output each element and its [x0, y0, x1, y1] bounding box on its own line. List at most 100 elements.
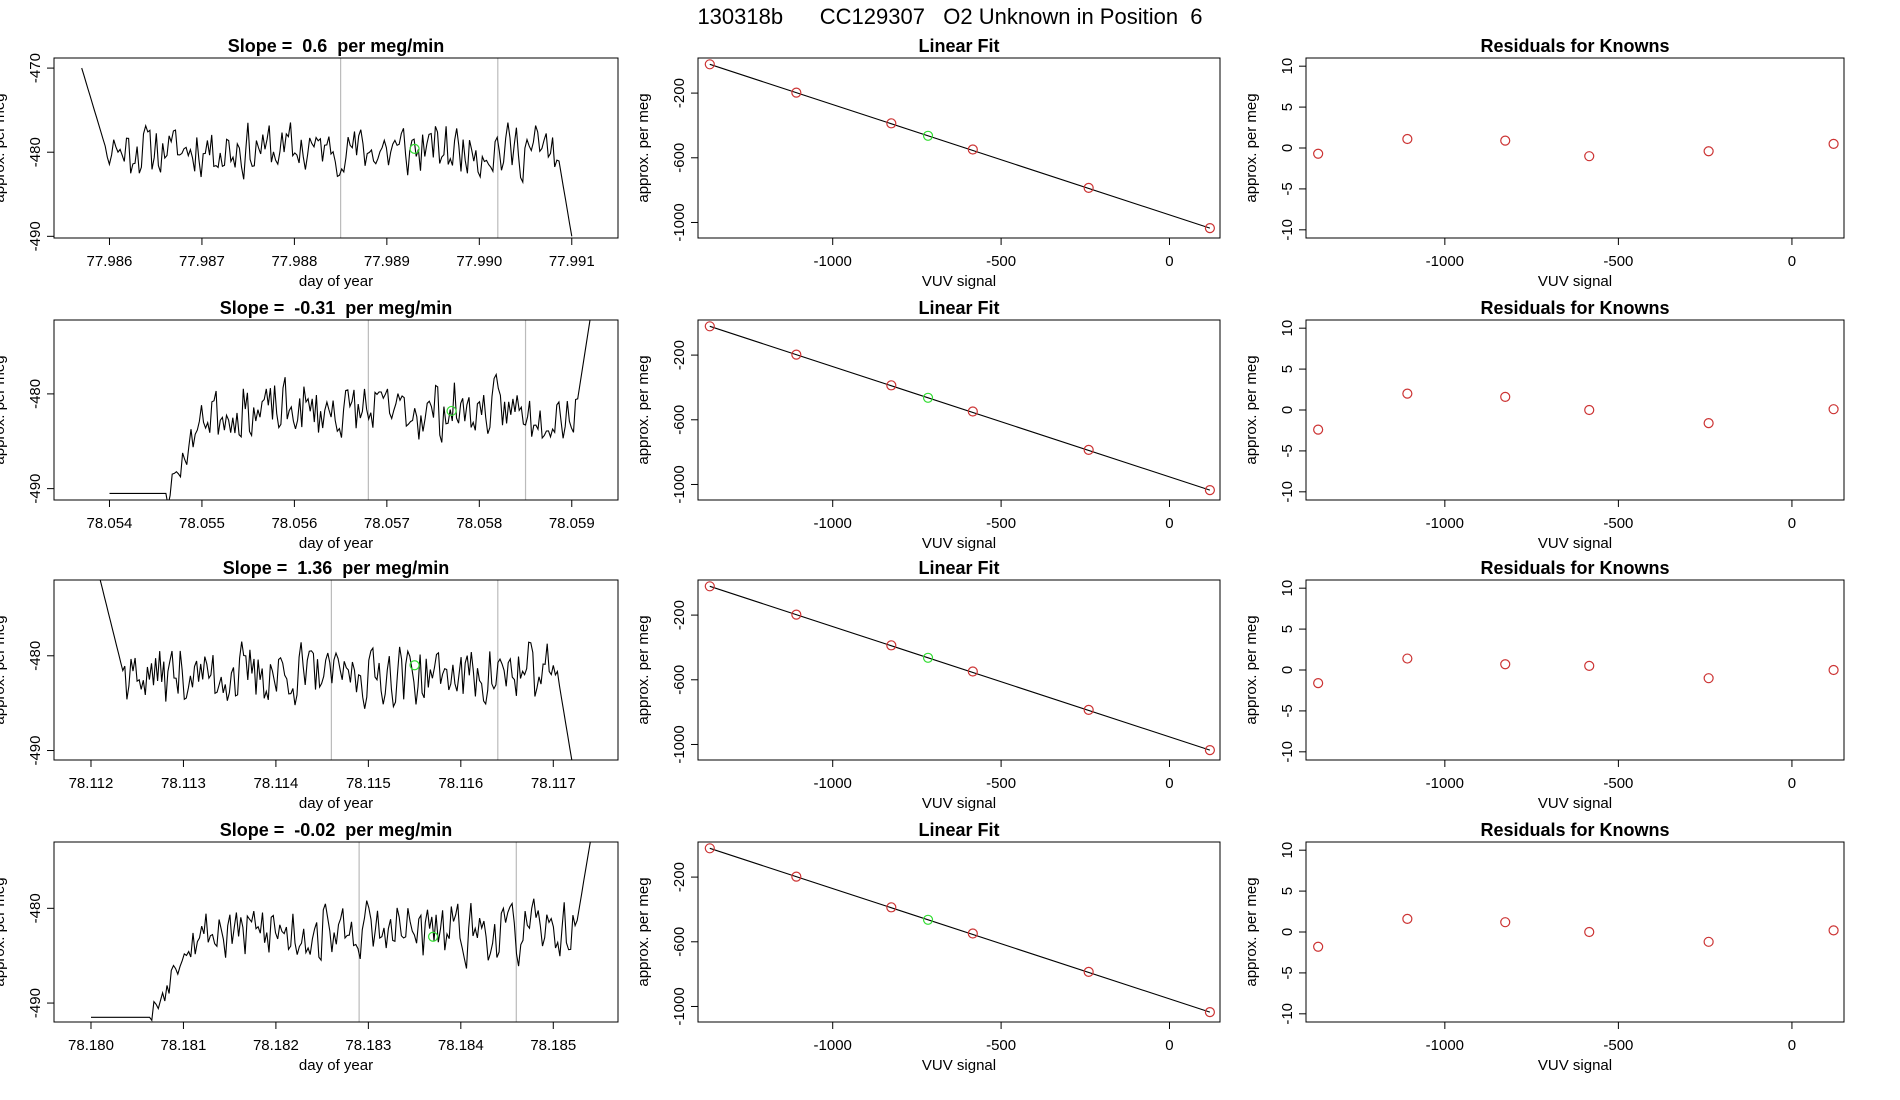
x-tick-label: -500: [986, 253, 1016, 270]
x-tick-label: 78.059: [549, 515, 595, 532]
y-tick-label: -10: [1279, 741, 1296, 763]
known-standard-point: [704, 581, 715, 592]
y-tick-label: -1000: [671, 465, 688, 503]
y-tick-label: -5: [1279, 182, 1296, 195]
x-tick-label: -500: [986, 1037, 1016, 1054]
known-standard-point: [704, 843, 715, 854]
x-axis-label: VUV signal: [922, 273, 996, 290]
fit-line: [709, 325, 1211, 491]
x-tick-label: 78.115: [346, 775, 391, 792]
x-tick-label: 78.183: [345, 1037, 391, 1054]
panel-title: Linear Fit: [918, 820, 999, 840]
known-standard-point: [1204, 485, 1215, 496]
x-tick-label: -1000: [814, 1037, 852, 1054]
panel-timeseries-4: Slope = -0.02 per meg/min day of year appr…: [0, 820, 619, 1074]
panel-title: Residuals for Knowns: [1480, 36, 1669, 56]
panel-title: Slope = -0.31 per meg/min: [220, 298, 453, 318]
residual-point: [1402, 913, 1413, 925]
x-tick-label: 0: [1165, 775, 1173, 792]
x-axis-label: VUV signal: [1538, 1057, 1612, 1074]
y-tick-label: -200: [671, 600, 688, 630]
x-axis-label: day of year: [299, 273, 373, 290]
x-tick-label: 78.116: [438, 775, 483, 792]
residual-point: [1584, 404, 1595, 416]
x-tick-label: 78.180: [68, 1037, 114, 1054]
y-tick-label: -5: [1279, 444, 1296, 457]
y-tick-label: 0: [1279, 666, 1296, 674]
panel-linear-fit-1: Linear Fit VUV signal approx. per meg -1000…: [635, 36, 1221, 290]
y-tick-label: -1000: [671, 203, 688, 241]
y-tick-label: -600: [671, 665, 688, 695]
panel-title: Slope = 1.36 per meg/min: [223, 558, 450, 578]
residual-point: [1584, 926, 1595, 938]
plot-area: [704, 581, 1215, 756]
residual-point: [1703, 936, 1714, 947]
known-standard-point: [1204, 1007, 1215, 1018]
x-tick-label: 77.991: [549, 253, 595, 270]
data-trace-line: [91, 842, 591, 1022]
residual-point: [1584, 151, 1595, 162]
residual-point: [1402, 653, 1413, 664]
residual-point: [1402, 388, 1413, 399]
x-tick-label: 78.185: [530, 1037, 576, 1054]
x-axis-label: day of year: [299, 795, 373, 812]
known-standard-point: [967, 928, 978, 939]
y-tick-label: -5: [1279, 704, 1296, 717]
panel-residuals-2: Residuals for Knowns VUV signal approx. pe…: [1243, 298, 1845, 552]
residual-point: [1828, 925, 1839, 936]
x-tick-label: 77.987: [179, 253, 225, 270]
y-axis-label: approx. per meg: [1243, 615, 1260, 724]
y-tick-label: -10: [1279, 481, 1296, 503]
residual-point: [1703, 146, 1714, 157]
x-tick-label: -1000: [814, 253, 852, 270]
x-tick-label: -1000: [1426, 1037, 1464, 1054]
residual-point: [1500, 659, 1511, 670]
data-trace-line: [81, 67, 573, 237]
data-trace-line: [109, 320, 591, 500]
x-tick-label: 0: [1788, 253, 1796, 270]
y-tick-label: 10: [1279, 58, 1296, 75]
unknown-mean-point: [409, 660, 420, 671]
y-tick-label: -490: [27, 988, 44, 1018]
panel-linear-fit-2: Linear Fit VUV signal approx. per meg -1000…: [635, 298, 1221, 552]
y-tick-label: -490: [27, 474, 44, 504]
y-axis-label: approx. per meg: [0, 877, 8, 986]
panel-linear-fit-4: Linear Fit VUV signal approx. per meg -1000…: [635, 820, 1221, 1074]
plot-area: [1313, 133, 1839, 162]
fit-line: [709, 847, 1211, 1013]
residual-point: [1313, 148, 1324, 159]
y-axis-label: approx. per meg: [0, 355, 8, 464]
known-standard-point: [791, 609, 802, 620]
known-standard-point: [886, 380, 897, 391]
y-tick-label: -600: [671, 927, 688, 957]
y-tick-label: 0: [1279, 928, 1296, 936]
panel-timeseries-1: Slope = 0.6 per meg/min day of year approx…: [0, 36, 619, 290]
panel-title: Residuals for Knowns: [1480, 820, 1669, 840]
panel-linear-fit-3: Linear Fit VUV signal approx. per meg -1000…: [635, 558, 1221, 812]
data-trace-line: [99, 580, 573, 760]
y-axis-label: approx. per meg: [635, 615, 652, 724]
panel-title: Linear Fit: [918, 558, 999, 578]
x-tick-label: -1000: [814, 515, 852, 532]
y-tick-label: -1000: [671, 725, 688, 763]
known-standard-point: [886, 640, 897, 651]
y-tick-label: 5: [1279, 625, 1296, 633]
x-tick-label: 78.055: [179, 515, 225, 532]
x-tick-label: -500: [1603, 775, 1633, 792]
y-tick-label: 0: [1279, 144, 1296, 152]
x-tick-label: 77.986: [87, 253, 133, 270]
residual-point: [1584, 660, 1595, 672]
unknown-sample-point: [922, 392, 934, 403]
panel-title: Slope = 0.6 per meg/min: [228, 36, 445, 56]
x-tick-label: 78.117: [531, 775, 576, 792]
known-standard-point: [1204, 745, 1215, 756]
panel-title: Slope = -0.02 per meg/min: [220, 820, 453, 840]
plot-area: [704, 843, 1215, 1018]
panel-residuals-1: Residuals for Knowns VUV signal approx. pe…: [1243, 36, 1845, 290]
plot-frame: [697, 319, 1221, 501]
known-standard-point: [886, 902, 897, 913]
known-standard-point: [967, 144, 978, 155]
plot-area: [1313, 388, 1839, 435]
x-tick-label: -500: [1603, 515, 1633, 532]
